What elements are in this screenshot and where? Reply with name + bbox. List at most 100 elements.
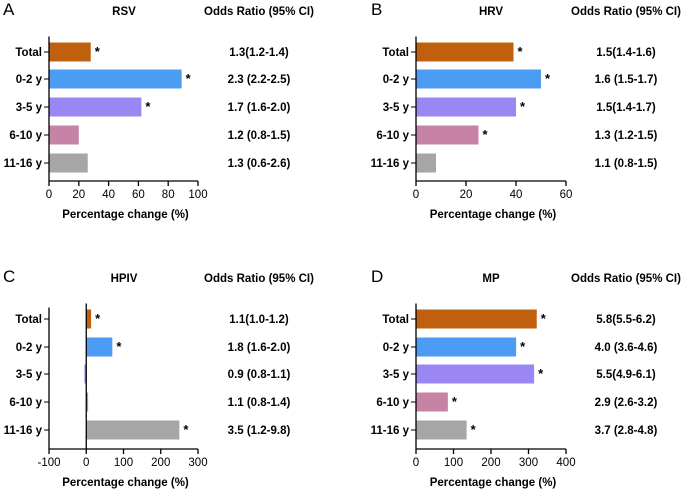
- bar-0: [416, 309, 537, 329]
- category-label: 11-16 y: [4, 425, 43, 437]
- x-tick-label: 40: [102, 189, 115, 201]
- odds-ratio-value: 1.1 (0.8-1.5): [595, 158, 658, 170]
- odds-ratio-value: 3.5 (1.2-9.8): [228, 425, 291, 437]
- bar-1: [416, 337, 517, 357]
- x-tick-label: 60: [560, 189, 573, 201]
- x-tick-label: 0: [83, 457, 89, 469]
- panel-letter: D: [371, 267, 383, 286]
- x-tick-label: 20: [72, 189, 85, 201]
- category-label: 6-10 y: [376, 130, 409, 142]
- panel-title: HRV: [479, 6, 503, 18]
- category-label: 11-16 y: [4, 158, 43, 170]
- odds-ratio-value: 2.3 (2.2-2.5): [228, 74, 291, 86]
- chart-panel-b: B HRV Odds Ratio (95% CI) Total * 1.5(1.4-1.6…: [371, 0, 681, 221]
- odds-ratio-value: 1.3 (0.6-2.6): [228, 158, 291, 170]
- bar-2: [416, 97, 516, 117]
- category-label: Total: [382, 314, 409, 326]
- x-tick-label: 60: [132, 189, 145, 201]
- bar-0: [86, 309, 92, 329]
- x-tick-label: 300: [519, 457, 538, 469]
- category-label: 0-2 y: [383, 342, 410, 354]
- odds-ratio-value: 5.8(5.5-6.2): [596, 314, 656, 326]
- bar-2: [416, 364, 535, 384]
- significance-star: *: [116, 339, 122, 354]
- odds-ratio-header: Odds Ratio (95% CI): [204, 273, 314, 285]
- x-axis-label: Percentage change (%): [430, 209, 557, 221]
- chart-panel-c: C HPIV Odds Ratio (95% CI) Total * 1.1(1.0-1.…: [3, 267, 314, 489]
- category-label: 0-2 y: [16, 74, 43, 86]
- x-tick-label: 300: [188, 457, 207, 469]
- x-tick-label: 0: [413, 189, 419, 201]
- odds-ratio-header: Odds Ratio (95% CI): [571, 6, 681, 18]
- category-label: 0-2 y: [16, 342, 43, 354]
- category-label: 3-5 y: [383, 369, 410, 381]
- odds-ratio-value: 2.9 (2.6-3.2): [595, 397, 658, 409]
- significance-star: *: [520, 339, 526, 354]
- category-label: 11-16 y: [371, 425, 410, 437]
- odds-ratio-value: 5.5(4.9-6.1): [596, 369, 656, 381]
- significance-star: *: [183, 422, 189, 437]
- significance-star: *: [186, 71, 192, 86]
- bar-0: [416, 42, 514, 62]
- category-label: 0-2 y: [383, 74, 410, 86]
- bar-1: [416, 69, 541, 89]
- category-label: 3-5 y: [16, 102, 43, 114]
- significance-star: *: [145, 99, 151, 114]
- bar-3: [416, 392, 448, 412]
- odds-ratio-value: 0.9 (0.8-1.1): [228, 369, 291, 381]
- x-tick-label: 20: [460, 189, 473, 201]
- chart-panel-d: D MP Odds Ratio (95% CI) Total * 5.8(5.5-6.2)…: [371, 267, 681, 489]
- category-label: 3-5 y: [16, 369, 43, 381]
- odds-ratio-value: 1.7 (1.6-2.0): [228, 102, 291, 114]
- category-label: Total: [15, 47, 42, 59]
- bar-4: [416, 420, 467, 440]
- odds-ratio-value: 1.8 (1.6-2.0): [228, 342, 291, 354]
- significance-star: *: [541, 311, 547, 326]
- x-tick-label: 40: [510, 189, 523, 201]
- odds-ratio-header: Odds Ratio (95% CI): [204, 6, 314, 18]
- significance-star: *: [95, 311, 101, 326]
- significance-star: *: [483, 127, 489, 142]
- x-tick-label: 200: [481, 457, 500, 469]
- odds-ratio-value: 1.5(1.4-1.6): [596, 47, 656, 59]
- panel-title: RSV: [112, 6, 136, 18]
- x-tick-label: 100: [444, 457, 463, 469]
- bar-4: [86, 420, 180, 440]
- bar-3: [86, 392, 89, 412]
- x-tick-label: 80: [162, 189, 175, 201]
- bar-3: [49, 125, 79, 145]
- x-tick-label: 400: [556, 457, 575, 469]
- significance-star: *: [520, 99, 526, 114]
- bar-2: [49, 97, 142, 117]
- significance-star: *: [538, 366, 544, 381]
- category-label: 6-10 y: [9, 397, 42, 409]
- x-axis-label: Percentage change (%): [62, 209, 189, 221]
- panel-title: MP: [482, 273, 500, 285]
- x-tick-label: -100: [37, 457, 60, 469]
- bar-4: [49, 153, 88, 173]
- x-axis-label: Percentage change (%): [430, 477, 557, 489]
- odds-ratio-value: 1.3 (1.2-1.5): [595, 130, 658, 142]
- panel-letter: A: [3, 0, 15, 19]
- significance-star: *: [95, 44, 101, 59]
- panel-title: HPIV: [111, 273, 138, 285]
- category-label: 6-10 y: [9, 130, 42, 142]
- bar-4: [416, 153, 436, 173]
- odds-ratio-value: 1.3(1.2-1.4): [229, 47, 289, 59]
- significance-star: *: [518, 44, 524, 59]
- odds-ratio-value: 1.1(1.0-1.2): [229, 314, 289, 326]
- odds-ratio-value: 1.1 (0.8-1.4): [228, 397, 291, 409]
- x-tick-label: 100: [114, 457, 133, 469]
- category-label: Total: [15, 314, 42, 326]
- x-tick-label: 0: [46, 189, 52, 201]
- panel-letter: C: [3, 267, 15, 286]
- bar-2: [84, 364, 87, 384]
- x-tick-label: 200: [151, 457, 170, 469]
- category-label: 3-5 y: [383, 102, 410, 114]
- bar-1: [86, 337, 113, 357]
- x-tick-label: 0: [413, 457, 419, 469]
- odds-ratio-value: 1.2 (0.8-1.5): [228, 130, 291, 142]
- odds-ratio-value: 1.5(1.4-1.7): [596, 102, 656, 114]
- significance-star: *: [545, 71, 551, 86]
